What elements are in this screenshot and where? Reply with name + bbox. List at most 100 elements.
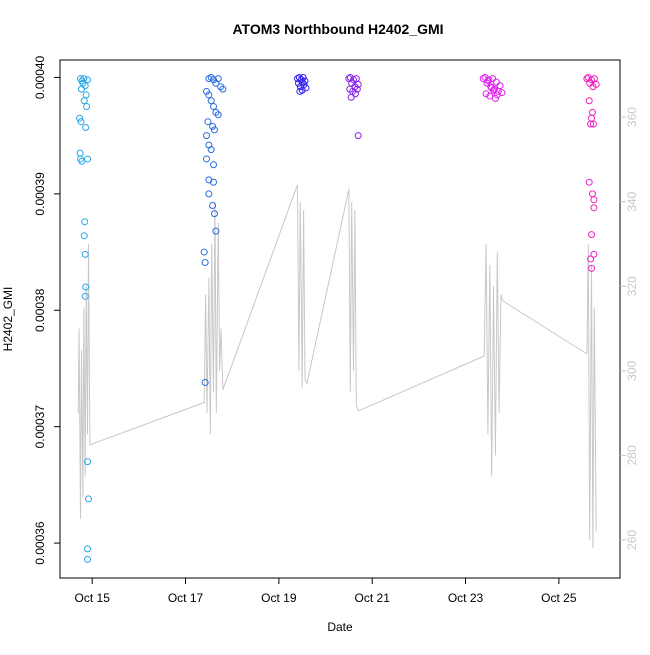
point — [201, 259, 209, 267]
point — [84, 458, 92, 466]
point — [81, 250, 89, 258]
x-tick-label: Oct 15 — [75, 591, 111, 605]
point — [492, 78, 500, 86]
point — [590, 250, 598, 258]
point — [588, 108, 596, 116]
point — [482, 90, 490, 98]
point — [76, 149, 84, 157]
x-tick-label: Oct 19 — [261, 591, 297, 605]
chart-title: ATOM3 Northbound H2402_GMI — [232, 21, 443, 37]
point — [76, 114, 84, 122]
point — [80, 97, 88, 105]
point — [209, 202, 217, 210]
point — [77, 85, 85, 93]
point — [80, 232, 88, 240]
plot-frame — [59, 59, 621, 579]
point — [210, 126, 218, 134]
y2-tick-label: 360 — [625, 107, 639, 127]
x-tick-label: Oct 25 — [541, 591, 577, 605]
x-tick-label: Oct 23 — [448, 591, 484, 605]
point — [298, 78, 306, 86]
point — [588, 231, 596, 239]
point — [592, 80, 600, 88]
point — [203, 87, 211, 95]
line — [77, 184, 597, 549]
point — [217, 83, 225, 91]
point — [84, 555, 92, 563]
point — [210, 210, 218, 218]
point — [82, 91, 90, 99]
y2-tick-label: 280 — [625, 445, 639, 465]
point — [302, 84, 310, 92]
y-tick-label: 0.00037 — [33, 405, 47, 449]
point — [347, 93, 355, 101]
point — [81, 82, 89, 90]
point — [207, 73, 215, 81]
point — [84, 545, 92, 553]
point — [81, 218, 89, 226]
point — [201, 378, 209, 386]
point — [590, 196, 598, 204]
point — [203, 155, 211, 163]
point — [485, 76, 493, 84]
point — [588, 264, 596, 272]
point — [81, 292, 89, 300]
y-tick-label: 0.00040 — [33, 55, 47, 99]
point — [205, 190, 213, 198]
y-tick-label: 0.00036 — [33, 521, 47, 565]
point — [488, 84, 496, 92]
point — [204, 118, 212, 126]
point — [82, 124, 90, 132]
point — [212, 227, 220, 235]
y2-tick-label: 260 — [625, 530, 639, 550]
point — [353, 85, 361, 93]
point — [84, 155, 92, 163]
point — [484, 77, 492, 85]
point — [84, 76, 92, 84]
point — [77, 118, 85, 126]
point — [205, 91, 213, 99]
y2-tick-label: 340 — [625, 191, 639, 211]
point — [212, 108, 220, 116]
point — [210, 103, 218, 111]
point — [354, 80, 362, 88]
y-tick-label: 0.00039 — [33, 172, 47, 216]
point — [200, 248, 208, 256]
point — [300, 80, 308, 88]
point — [296, 87, 304, 95]
point — [219, 85, 227, 93]
point — [83, 103, 91, 111]
y2-tick-label: 300 — [625, 360, 639, 380]
point — [351, 90, 359, 98]
point — [207, 97, 215, 105]
point — [585, 178, 593, 186]
point — [210, 178, 218, 186]
x-axis-label: Date — [327, 620, 353, 634]
point — [585, 97, 593, 105]
point — [590, 204, 598, 212]
point — [496, 82, 504, 90]
x-tick-label: Oct 21 — [355, 591, 391, 605]
point — [588, 190, 596, 198]
point — [493, 91, 501, 99]
point — [588, 114, 596, 122]
point — [84, 495, 92, 503]
point — [210, 76, 218, 84]
point — [354, 132, 362, 140]
x-tick-label: Oct 17 — [168, 591, 204, 605]
point — [210, 161, 218, 169]
point — [203, 132, 211, 140]
point — [491, 94, 499, 102]
point — [299, 73, 307, 81]
point — [209, 122, 217, 130]
point — [80, 75, 88, 83]
point — [214, 111, 222, 119]
y2-tick-label: 320 — [625, 276, 639, 296]
point — [82, 283, 90, 291]
point — [587, 255, 595, 263]
y-axis-label: H2402_GMI — [1, 287, 15, 352]
y-tick-label: 0.00038 — [33, 288, 47, 332]
point — [207, 146, 215, 154]
point — [214, 75, 222, 83]
